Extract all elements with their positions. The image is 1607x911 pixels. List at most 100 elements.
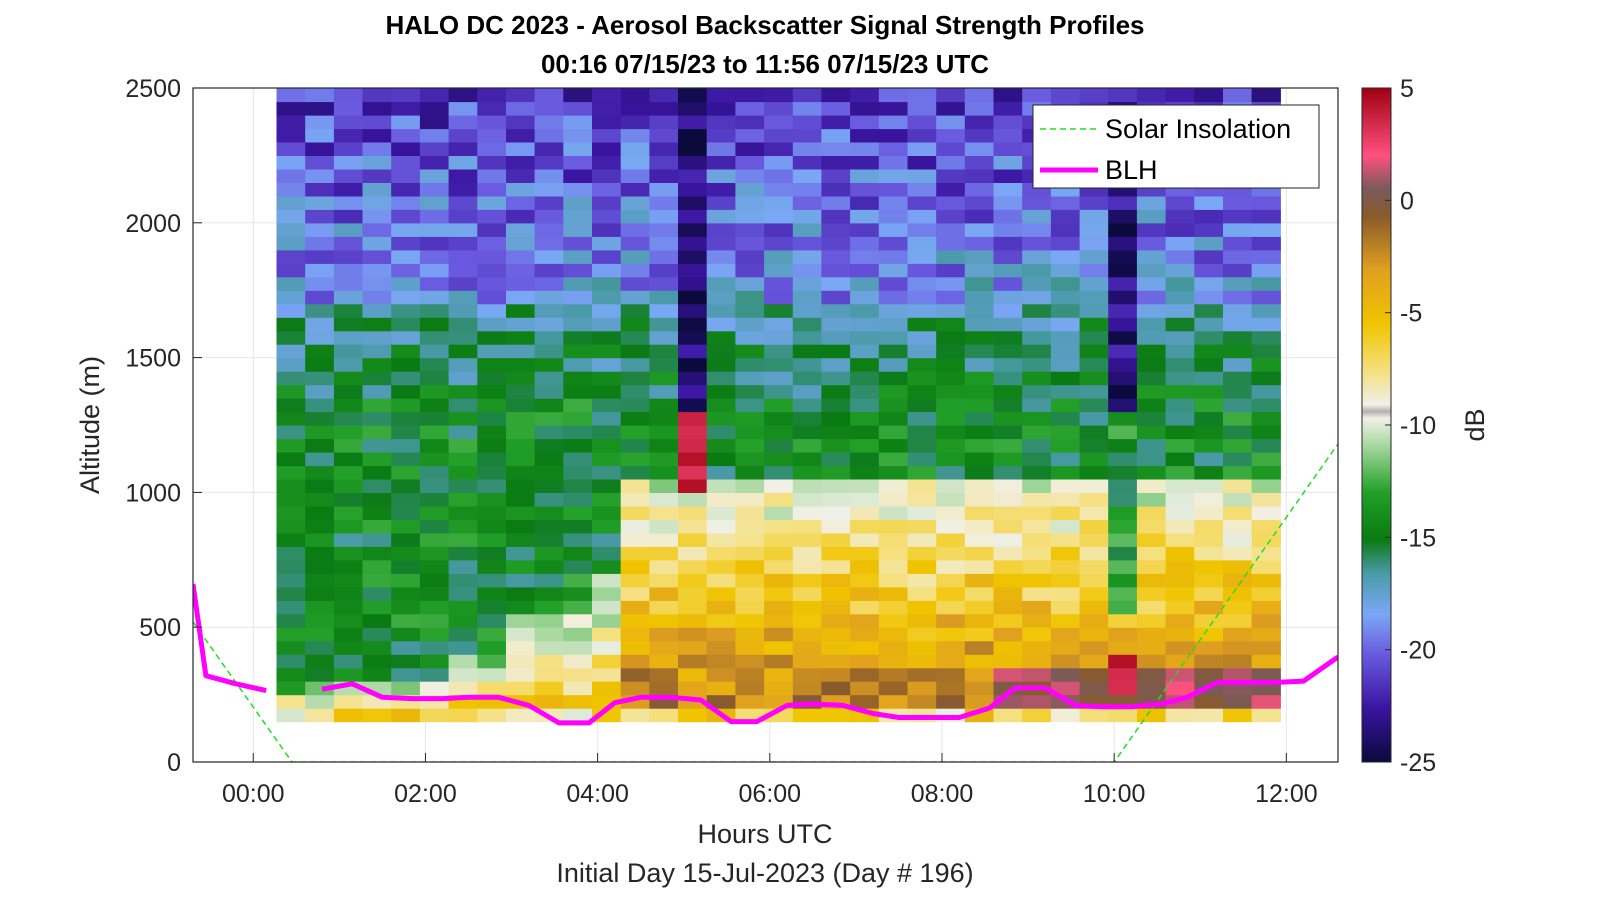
heatmap-cell	[936, 586, 966, 601]
heatmap-cell	[649, 303, 679, 318]
heatmap-cell	[649, 384, 679, 399]
heatmap-cell	[1050, 411, 1081, 426]
heatmap-cell	[563, 263, 593, 278]
heatmap-cell	[333, 640, 364, 655]
heatmap-cell	[276, 708, 306, 723]
heatmap-cell	[1194, 667, 1224, 682]
heatmap-cell	[1108, 546, 1138, 561]
colorbar-tick-label: -20	[1400, 637, 1436, 665]
heatmap-cell	[706, 344, 736, 359]
heatmap-cell	[850, 168, 880, 183]
heatmap-cell	[821, 478, 851, 493]
heatmap-cell	[362, 276, 392, 291]
heatmap-cell	[936, 492, 966, 507]
heatmap-cell	[1022, 613, 1052, 628]
heatmap-cell	[620, 317, 650, 332]
heatmap-cell	[419, 276, 450, 291]
heatmap-cell	[936, 182, 966, 197]
heatmap-cell	[1136, 640, 1167, 655]
heatmap-cell	[792, 344, 823, 359]
heatmap-cell	[821, 505, 851, 520]
heatmap-cell	[649, 182, 679, 197]
heatmap-cell	[419, 195, 450, 210]
heatmap-cell	[878, 627, 909, 642]
heatmap-cell	[620, 600, 650, 615]
heatmap-cell	[1108, 88, 1138, 103]
heatmap-cell	[907, 276, 937, 291]
heatmap-cell	[792, 209, 823, 224]
heatmap-cell	[993, 344, 1023, 359]
heatmap-cell	[592, 222, 622, 237]
heatmap-cell	[936, 573, 966, 588]
heatmap-cell	[592, 398, 622, 413]
heatmap-cell	[1194, 492, 1224, 507]
heatmap-cell	[1022, 88, 1052, 103]
heatmap-cell	[907, 195, 937, 210]
heatmap-cell	[1050, 559, 1081, 574]
heatmap-cell	[964, 344, 995, 359]
heatmap-cell	[735, 168, 765, 183]
heatmap-cell	[993, 613, 1023, 628]
heatmap-cell	[706, 492, 736, 507]
heatmap-cell	[936, 519, 966, 534]
heatmap-cell	[649, 155, 679, 170]
heatmap-cell	[706, 411, 736, 426]
heatmap-cell	[964, 101, 995, 116]
heatmap-cell	[678, 195, 708, 210]
heatmap-cell	[391, 559, 421, 574]
heatmap-cell	[878, 371, 909, 386]
heatmap-cell	[305, 398, 335, 413]
heatmap-cell	[993, 667, 1023, 682]
heatmap-cell	[678, 586, 708, 601]
heatmap-cell	[1136, 478, 1167, 493]
heatmap-cell	[620, 586, 650, 601]
heatmap-cell	[878, 155, 909, 170]
heatmap-cell	[563, 303, 593, 318]
heatmap-cell	[649, 411, 679, 426]
heatmap-cell	[448, 613, 478, 628]
heatmap-cell	[907, 101, 937, 116]
heatmap-cell	[850, 694, 880, 709]
heatmap-cell	[534, 222, 564, 237]
heatmap-cell	[534, 667, 564, 682]
heatmap-cell	[964, 573, 995, 588]
heatmap-cell	[276, 654, 306, 669]
heatmap-cell	[764, 249, 794, 264]
heatmap-cell	[936, 330, 966, 345]
heatmap-cell	[1165, 532, 1195, 547]
heatmap-cell	[964, 559, 995, 574]
heatmap-cell	[1251, 546, 1281, 561]
heatmap-cell	[964, 290, 995, 305]
heatmap-cell	[333, 195, 364, 210]
heatmap-cell	[477, 465, 507, 480]
heatmap-cell	[649, 600, 679, 615]
heatmap-cell	[649, 209, 679, 224]
heatmap-cell	[792, 115, 823, 130]
heatmap-cell	[878, 195, 909, 210]
heatmap-cell	[850, 115, 880, 130]
heatmap-cell	[391, 357, 421, 372]
heatmap-cell	[678, 546, 708, 561]
heatmap-cell	[592, 88, 622, 103]
heatmap-cell	[850, 357, 880, 372]
heatmap-cell	[936, 195, 966, 210]
heatmap-cell	[1165, 708, 1195, 723]
heatmap-cell	[362, 654, 392, 669]
heatmap-cell	[362, 492, 392, 507]
heatmap-cell	[448, 249, 478, 264]
heatmap-cell	[1194, 694, 1224, 709]
heatmap-cell	[448, 263, 478, 278]
heatmap-cell	[592, 478, 622, 493]
heatmap-cell	[1165, 222, 1195, 237]
heatmap-cell	[563, 627, 593, 642]
heatmap-cell	[678, 492, 708, 507]
heatmap-cell	[878, 330, 909, 345]
heatmap-cell	[764, 128, 794, 143]
heatmap-cell	[764, 667, 794, 682]
heatmap-cell	[477, 654, 507, 669]
heatmap-cell	[850, 532, 880, 547]
heatmap-cell	[1136, 290, 1167, 305]
heatmap-cell	[1251, 465, 1281, 480]
heatmap-cell	[649, 425, 679, 440]
heatmap-cell	[506, 546, 536, 561]
